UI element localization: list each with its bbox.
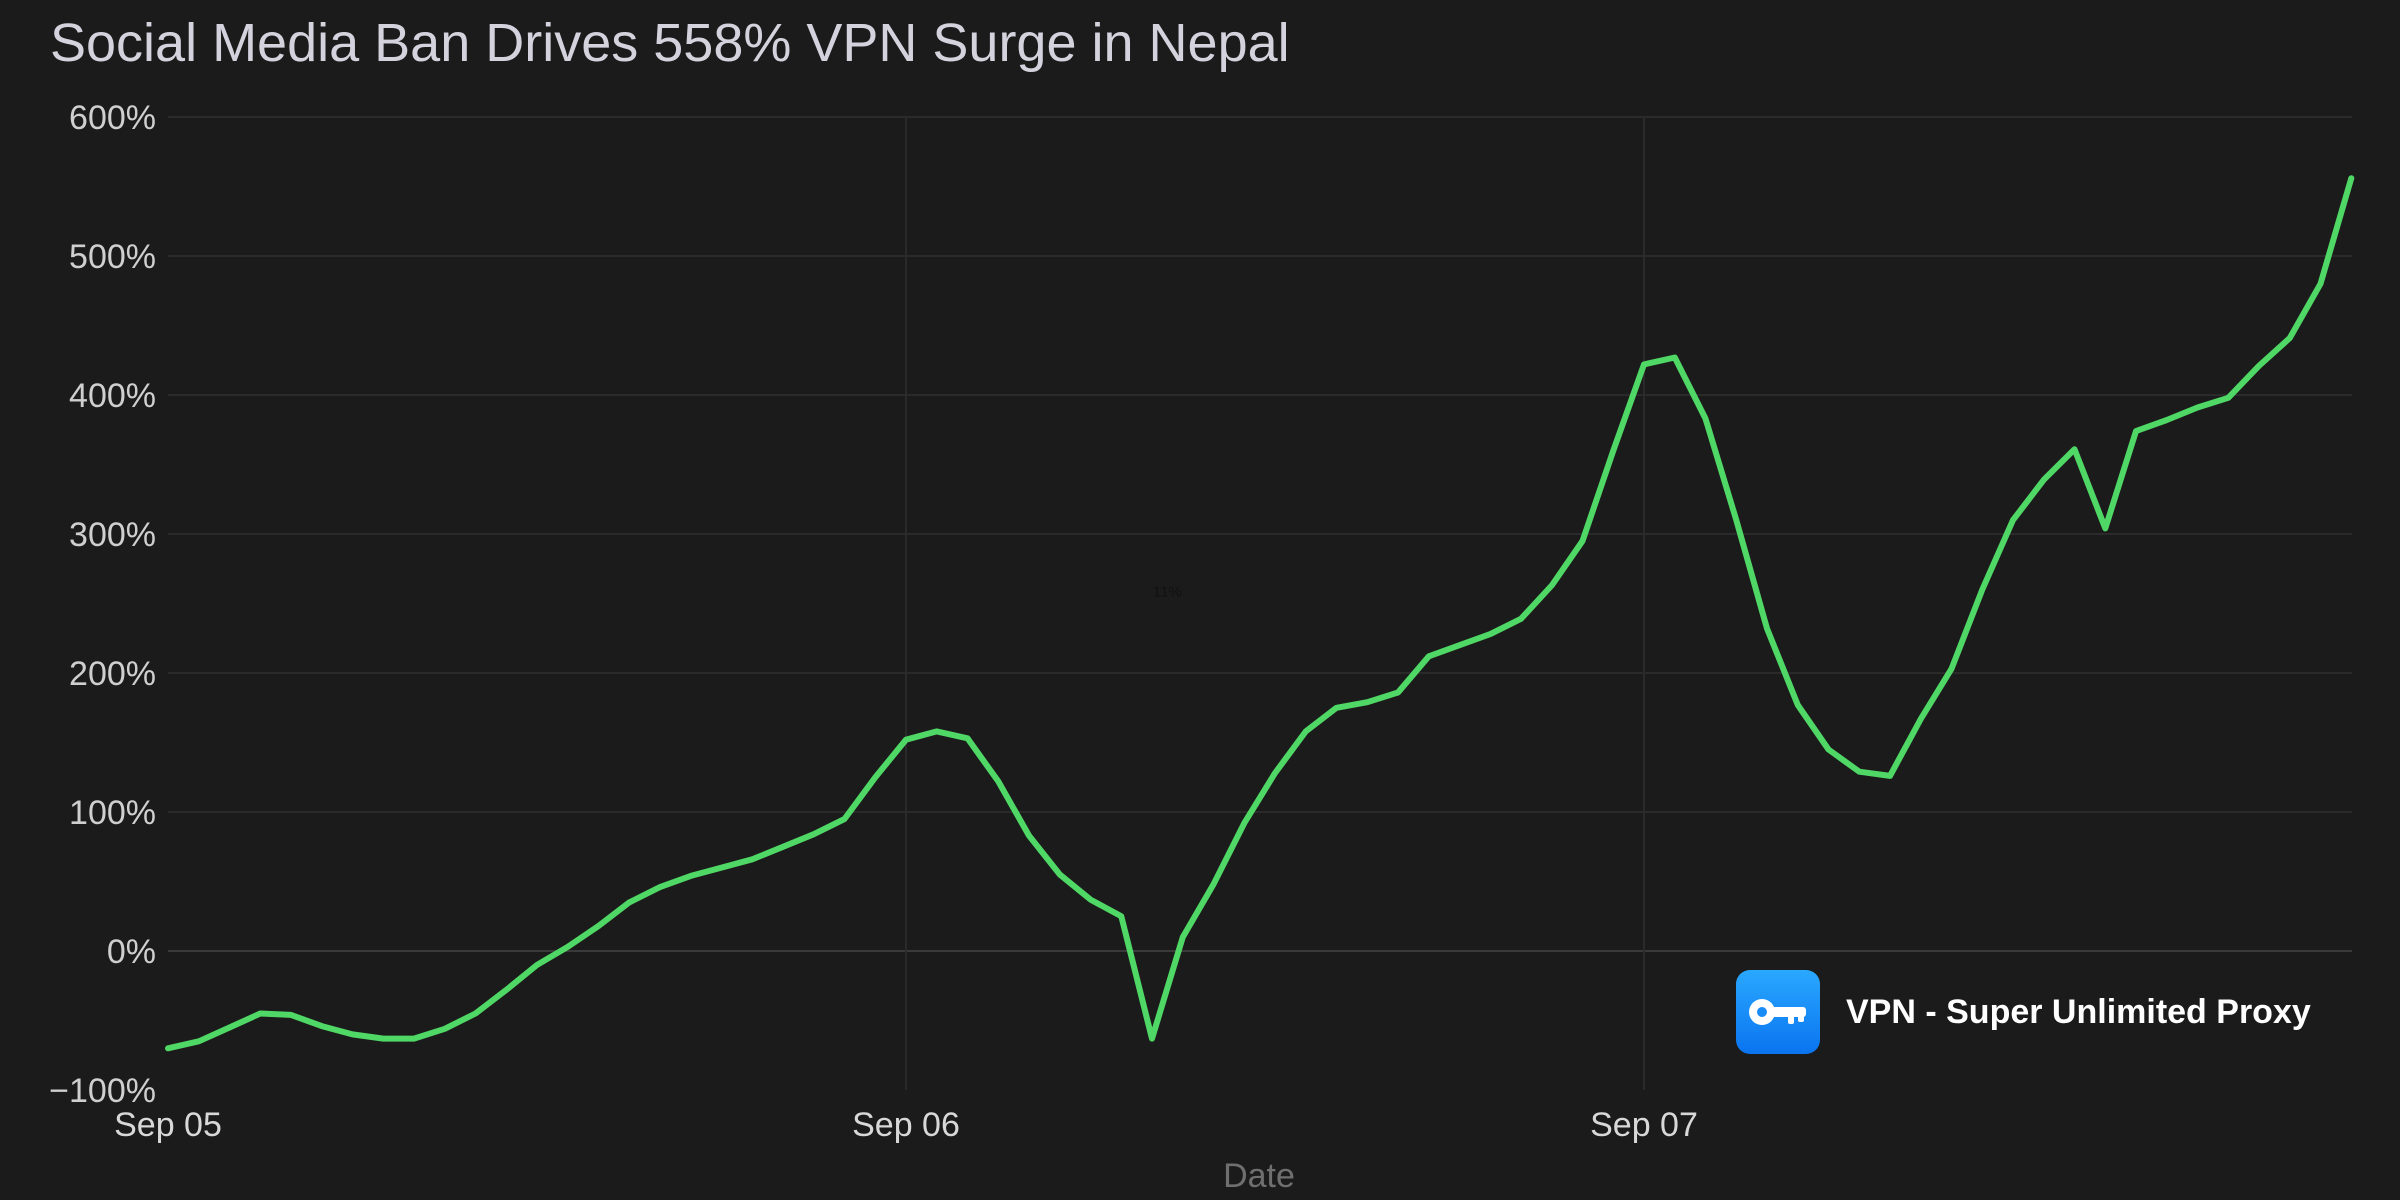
key-icon [1736,970,1820,1054]
x-axis-ticks: Sep 05 Sep 06 Sep 07 [114,1106,1698,1144]
y-tick-label: −100% [49,1072,156,1110]
series-line [165,175,2355,1052]
app-badge: VPN - Super Unlimited Proxy [1736,970,2311,1054]
y-tick-label: 600% [69,99,156,137]
grid-lines [168,116,2352,1090]
chart-title: Social Media Ban Drives 558% VPN Surge i… [50,13,1290,73]
y-tick-label: 100% [69,794,156,832]
y-tick-label: 400% [69,377,156,415]
y-tick-label: 200% [69,655,156,693]
annotations: 11% [1153,584,1182,601]
x-axis-label: Date [1223,1157,1295,1195]
series-group [165,175,2355,1052]
y-tick-label: 0% [107,933,156,971]
app-badge-label: VPN - Super Unlimited Proxy [1846,992,2311,1031]
y-tick-label: 300% [69,516,156,554]
y-axis-ticks: −100% 0% 100% 200% 300% 400% 500% 600% [49,99,156,1110]
x-tick-label: Sep 05 [114,1106,222,1144]
annotation-label: 11% [1153,584,1182,601]
y-tick-label: 500% [69,238,156,276]
x-tick-label: Sep 06 [852,1106,960,1144]
x-tick-label: Sep 07 [1590,1106,1698,1144]
